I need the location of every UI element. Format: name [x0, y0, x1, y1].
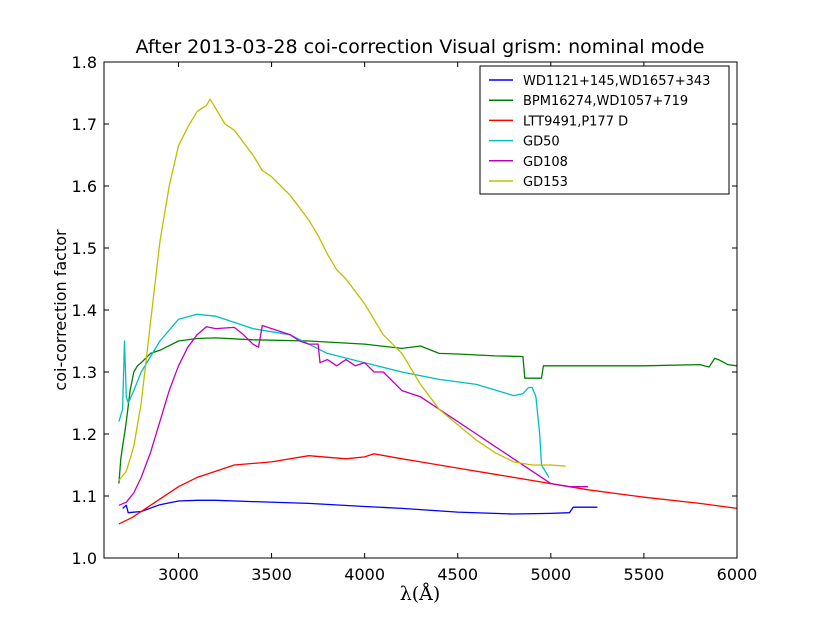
x-tick-label: 4000 [344, 565, 385, 584]
y-tick-label: 1.8 [72, 53, 97, 72]
x-tick-label: 5500 [624, 565, 665, 584]
ticks-layer: 3000 3500 4000 4500 5000 5500 6000 1.0 1.1 1.2 1.3… [72, 53, 758, 584]
y-tick-label: 1.3 [72, 363, 97, 382]
y-tick-label: 1.7 [72, 115, 97, 134]
x-tick-label: 4500 [437, 565, 478, 584]
y-tick-label: 1.4 [72, 301, 97, 320]
y-tick-label: 1.2 [72, 425, 97, 444]
x-tick-label: 6000 [717, 565, 758, 584]
chart-title: After 2013-03-28 coi-correction Visual g… [136, 36, 705, 58]
y-tick-label: 1.5 [72, 239, 97, 258]
legend-box [479, 65, 730, 195]
y-tick-label: 1.1 [72, 487, 97, 506]
y-tick-label: 1.0 [72, 549, 97, 568]
series-line-1 [118, 337, 738, 484]
y-tick-label: 1.6 [72, 177, 97, 196]
x-tick-label: 3500 [251, 565, 292, 584]
legend-label-2: LTT9491,P177 D [523, 114, 628, 129]
legend-label-4: GD108 [523, 155, 568, 170]
legend-label-0: WD1121+145,WD1657+343 [523, 74, 710, 89]
series-line-0 [122, 499, 598, 515]
x-tick-label: 3000 [158, 565, 199, 584]
x-axis-title: λ(Å) [400, 583, 441, 605]
series-layer [118, 98, 738, 525]
y-axis-title: coi-correction factor [51, 229, 70, 391]
series-line-4 [118, 324, 589, 506]
series-line-5 [118, 98, 566, 481]
legend: WD1121+145,WD1657+343 BPM16274,WD1057+719… [479, 65, 730, 195]
plot-frame [103, 61, 738, 559]
legend-label-1: BPM16274,WD1057+719 [523, 94, 688, 109]
x-tick-label: 5000 [530, 565, 571, 584]
legend-label-5: GD153 [523, 175, 568, 190]
legend-label-3: GD50 [523, 135, 560, 150]
